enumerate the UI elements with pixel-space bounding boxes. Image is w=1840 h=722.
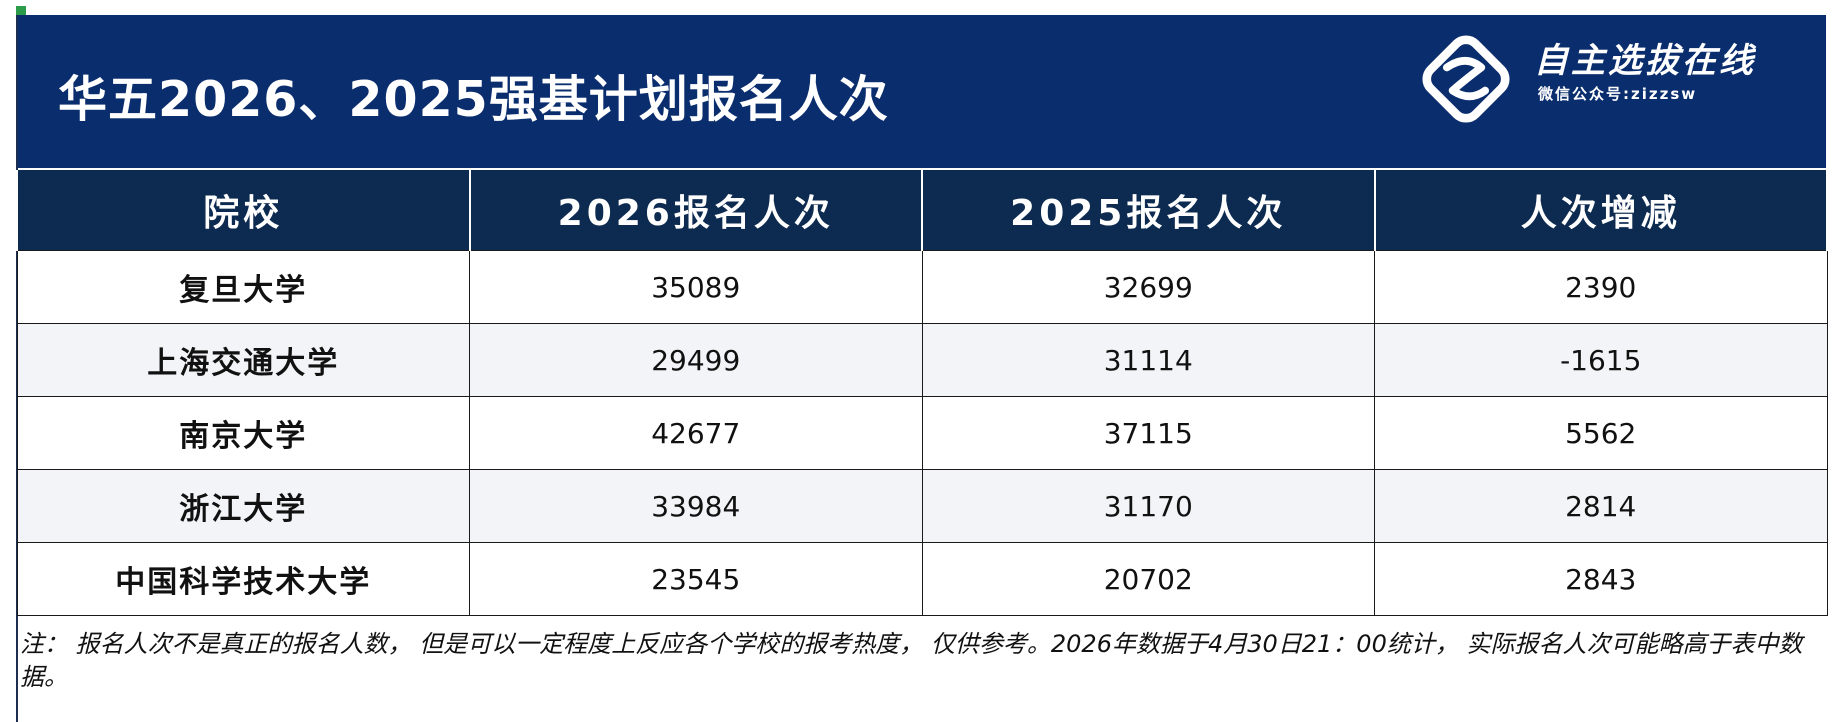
cell-2025: 31114 [921,323,1375,397]
column-header-2026: 2026报名人次 [468,170,923,251]
cell-school: 南京大学 [16,396,470,470]
corner-accent [16,6,26,15]
table-row: 浙江大学 33984 31170 2814 [16,469,1828,543]
cell-delta: -1615 [1374,323,1828,397]
cell-2026: 35089 [469,250,923,324]
registration-table: 院校 2026报名人次 2025报名人次 人次增减 复旦大学 35089 326… [16,170,1828,616]
cell-2025: 31170 [921,469,1375,543]
column-header-school: 院校 [16,170,471,251]
table-row: 南京大学 42677 37115 5562 [16,396,1828,470]
cell-school: 复旦大学 [16,250,470,324]
brand-wechat-id: 微信公众号:zizzsw [1538,85,1698,103]
cell-school: 上海交通大学 [16,323,470,397]
cell-2025: 32699 [921,250,1375,324]
brand-logo: 自主选拔在线 微信公众号:zizzsw [1418,25,1798,125]
zizzsw-logo-icon [1422,35,1510,123]
column-header-2025: 2025报名人次 [921,170,1376,251]
cell-2025: 37115 [921,396,1375,470]
title-banner [16,15,1826,168]
column-header-delta: 人次增减 [1373,170,1828,251]
cell-2026: 23545 [469,542,923,616]
page-title: 华五2026、2025强基计划报名人次 [58,71,889,128]
cell-school: 中国科学技术大学 [16,542,470,616]
table-header-row: 院校 2026报名人次 2025报名人次 人次增减 [16,170,1828,251]
brand-name: 自主选拔在线 [1534,41,1756,81]
table-row: 中国科学技术大学 23545 20702 2843 [16,542,1828,616]
footnote: 注： 报名人次不是真正的报名人数， 但是可以一定程度上反应各个学校的报考热度， … [20,630,1803,691]
table-row: 上海交通大学 29499 31114 -1615 [16,323,1828,397]
cell-delta: 5562 [1374,396,1828,470]
cell-2026: 42677 [469,396,923,470]
cell-school: 浙江大学 [16,469,470,543]
cell-delta: 2843 [1374,542,1828,616]
table-row: 复旦大学 35089 32699 2390 [16,250,1828,324]
cell-2025: 20702 [921,542,1375,616]
cell-2026: 33984 [469,469,923,543]
cell-2026: 29499 [469,323,923,397]
cell-delta: 2814 [1374,469,1828,543]
cell-delta: 2390 [1374,250,1828,324]
